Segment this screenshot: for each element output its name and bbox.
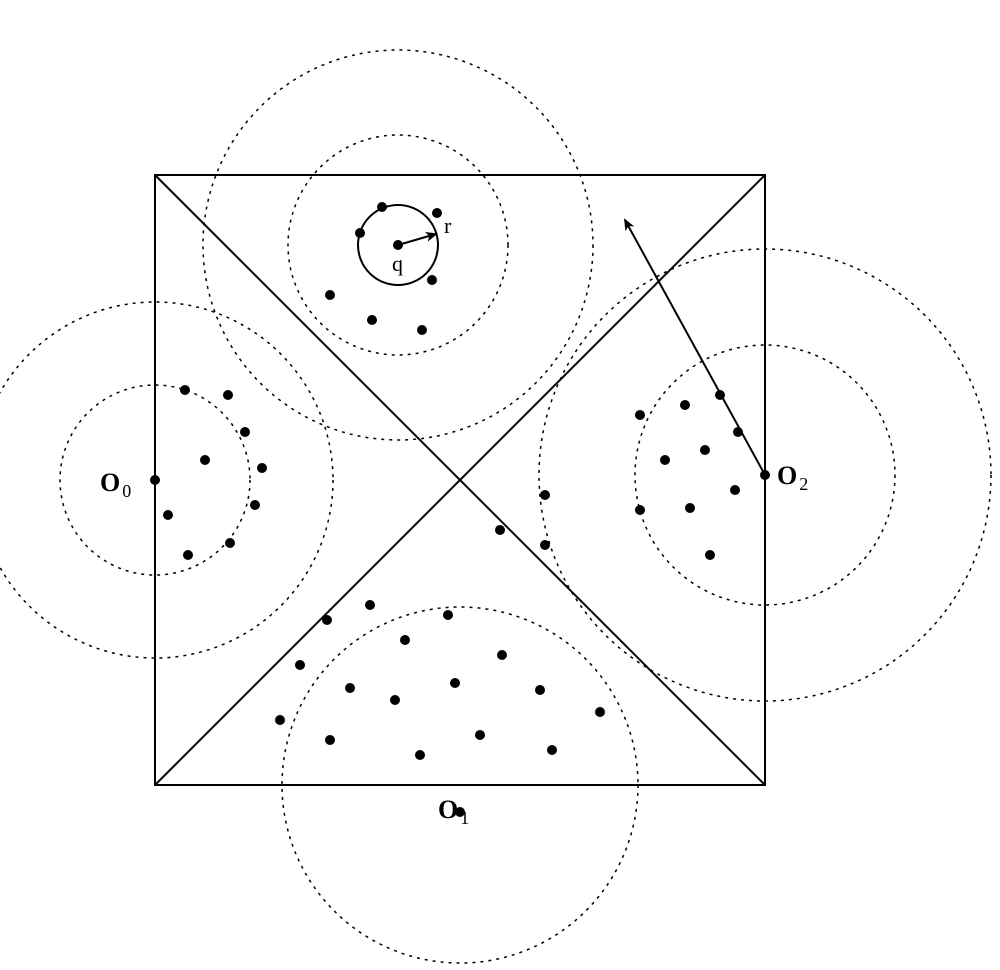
label-O2-main: O <box>777 461 797 490</box>
label-O0-main: O <box>100 468 120 497</box>
label-O1-main: O <box>438 795 458 824</box>
label-O0: O0 <box>100 468 131 502</box>
label-O1: O1 <box>438 795 469 829</box>
diagram-svg <box>0 0 1000 970</box>
label-O2-sub: 2 <box>799 474 808 494</box>
label-O0-sub: 0 <box>122 481 131 501</box>
label-O2: O2 <box>777 461 808 495</box>
square-group <box>155 175 765 785</box>
label-q: q <box>392 251 403 277</box>
arrows-group <box>625 220 765 475</box>
data-points-group <box>150 202 770 817</box>
label-O1-sub: 1 <box>460 808 469 828</box>
dashed-circles-group <box>0 50 991 963</box>
label-r: r <box>444 213 451 239</box>
